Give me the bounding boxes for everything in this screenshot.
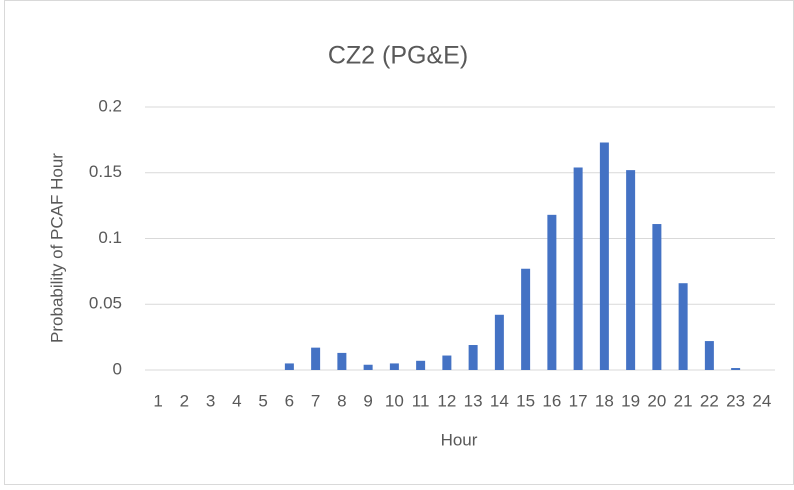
bar — [416, 360, 426, 370]
y-tick-label: 0 — [113, 359, 122, 378]
bar — [547, 214, 557, 370]
bar — [599, 142, 609, 370]
x-tick-label: 11 — [412, 391, 430, 410]
x-tick-label: 7 — [311, 391, 320, 410]
y-tick-label: 0.15 — [89, 162, 122, 181]
x-tick-label: 12 — [437, 391, 456, 410]
bar — [494, 314, 504, 370]
bar — [521, 268, 531, 370]
x-tick-label: 9 — [363, 391, 372, 410]
bar — [704, 341, 714, 370]
x-tick-label: 16 — [542, 391, 561, 410]
x-tick-label: 8 — [337, 391, 346, 410]
x-tick-label: 5 — [258, 391, 267, 410]
x-tick-label: 2 — [180, 391, 189, 410]
x-tick-label: 24 — [752, 391, 771, 410]
y-tick-label: 0.1 — [98, 228, 122, 247]
x-tick-label: 15 — [516, 391, 535, 410]
bar — [337, 352, 347, 370]
x-axis-title: Hour — [441, 430, 478, 449]
bar — [731, 368, 741, 370]
y-tick-label: 0.05 — [89, 294, 122, 313]
chart-title: CZ2 (PG&E) — [328, 42, 468, 70]
x-tick-label: 22 — [700, 391, 719, 410]
bar — [389, 363, 399, 370]
bar — [311, 347, 321, 370]
bar — [678, 283, 688, 370]
y-axis-title: Probability of PCAF Hour — [47, 153, 66, 343]
bar — [652, 224, 662, 370]
bar — [284, 363, 294, 370]
bar — [363, 364, 373, 370]
x-tick-label: 3 — [206, 391, 215, 410]
x-tick-label: 18 — [595, 391, 614, 410]
bar — [442, 355, 452, 370]
x-tick-label: 14 — [490, 391, 509, 410]
y-tick-label: 0.2 — [98, 96, 122, 115]
x-tick-label: 17 — [569, 391, 588, 410]
bar — [626, 170, 636, 370]
x-tick-label: 13 — [464, 391, 483, 410]
chart-frame — [4, 0, 794, 485]
x-tick-label: 21 — [674, 391, 693, 410]
bar — [573, 167, 583, 370]
x-tick-label: 4 — [232, 391, 241, 410]
x-tick-label: 19 — [621, 391, 640, 410]
x-tick-label: 23 — [726, 391, 745, 410]
x-tick-label: 20 — [647, 391, 666, 410]
x-tick-label: 10 — [385, 391, 404, 410]
bar — [468, 345, 478, 370]
x-tick-label: 1 — [153, 391, 162, 410]
x-tick-label: 6 — [285, 391, 294, 410]
